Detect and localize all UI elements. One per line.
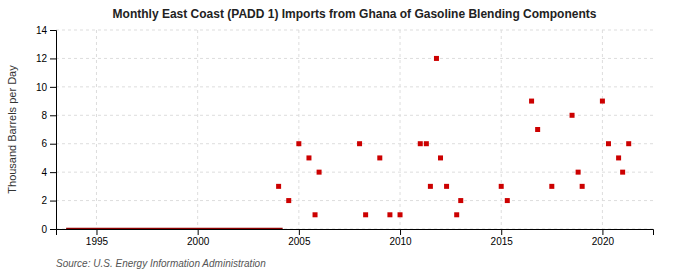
plot-area (66, 56, 631, 229)
y-tick-mark (50, 172, 56, 173)
point (580, 184, 585, 189)
y-tick-label: 0 (41, 224, 47, 235)
y-tick-mark (50, 201, 56, 202)
point (424, 141, 429, 146)
y-tick-label: 4 (41, 167, 47, 178)
y-grid-line (56, 200, 653, 201)
line (66, 228, 283, 229)
x-tick-mark (299, 229, 300, 235)
point (398, 212, 403, 217)
x-tick-mark (602, 229, 603, 235)
y-grid-line (56, 115, 653, 116)
x-tick-label: 2000 (187, 236, 210, 247)
x-grid-line (298, 30, 299, 229)
y-tick: 2 (41, 195, 56, 206)
y-tick: 10 (36, 82, 56, 93)
y-axis-line (50, 31, 57, 230)
y-axis-title: Thousand Barrels per Day (6, 65, 18, 194)
x-grid-line (501, 30, 502, 229)
point (454, 212, 459, 217)
x-grid-line (602, 30, 603, 229)
point (606, 141, 611, 146)
y-tick: 12 (36, 53, 56, 64)
x-tick: 2000 (187, 229, 210, 247)
x-tick-mark (501, 229, 502, 235)
point (418, 141, 423, 146)
point (387, 212, 392, 217)
x-tick-label: 2005 (288, 236, 311, 247)
x-tick-label: 2020 (592, 236, 615, 247)
chart: 1995 2000 2005 2010 2015 2020 0 2 4 6 8 10 12 14 Month… (0, 0, 675, 275)
x-axis: 1995 2000 2005 2010 2015 2020 (57, 229, 654, 247)
point (626, 141, 631, 146)
y-tick: 4 (41, 167, 56, 178)
x-tick: 2015 (491, 229, 514, 247)
x-tick: 2010 (389, 229, 412, 247)
point (458, 198, 463, 203)
x-tick-mark (400, 229, 401, 235)
y-tick-mark (50, 30, 56, 31)
y-grid-line (56, 172, 653, 173)
x-tick-label: 2015 (491, 236, 514, 247)
point (363, 212, 368, 217)
point (317, 170, 322, 175)
point (377, 155, 382, 160)
point (276, 184, 281, 189)
point (505, 198, 510, 203)
point (313, 212, 318, 217)
x-grid-line (96, 30, 97, 229)
y-tick: 14 (36, 25, 56, 36)
y-tick-mark (50, 87, 56, 88)
point (444, 184, 449, 189)
x-tick-label: 2010 (389, 236, 412, 247)
point (576, 170, 581, 175)
point (600, 99, 605, 104)
x-tick: 2020 (592, 229, 615, 247)
x-tick-mark (198, 229, 199, 235)
y-tick: 8 (41, 110, 56, 121)
point (616, 155, 621, 160)
y-tick-label: 12 (36, 53, 48, 64)
y-tick-label: 2 (41, 195, 47, 206)
y-tick-mark (50, 144, 56, 145)
y-tick-label: 8 (41, 110, 47, 121)
point (620, 170, 625, 175)
y-tick-label: 6 (41, 138, 47, 149)
x-tick-label: 1995 (86, 236, 109, 247)
x-grid-line (400, 30, 401, 229)
y-tick-mark (50, 58, 56, 59)
y-tick-label: 14 (36, 25, 48, 36)
point (286, 198, 291, 203)
point (549, 184, 554, 189)
y-tick: 6 (41, 138, 56, 149)
y-grid-line (56, 30, 653, 31)
x-grid-line (197, 30, 198, 229)
point (529, 99, 534, 104)
point (499, 184, 504, 189)
point (357, 141, 362, 146)
y-grid-line (56, 58, 653, 59)
y-tick-label: 10 (36, 82, 48, 93)
y-grid-line (56, 86, 653, 87)
point (535, 127, 540, 132)
grid (56, 30, 653, 229)
y-tick-mark (50, 115, 56, 116)
point (434, 56, 439, 61)
point (428, 184, 433, 189)
point (438, 155, 443, 160)
point (306, 155, 311, 160)
y-tick: 0 (41, 224, 56, 235)
title: Monthly East Coast (PADD 1) Imports from… (113, 7, 597, 21)
x-tick: 1995 (86, 229, 109, 247)
x-axis-line (57, 230, 654, 236)
x-tick: 2005 (288, 229, 311, 247)
y-grid-line (56, 143, 653, 144)
y-tick-mark (50, 229, 56, 230)
source-note: Source: U.S. Energy Information Administ… (56, 258, 266, 269)
point (570, 113, 575, 118)
y-axis: 0 2 4 6 8 10 12 14 (36, 25, 57, 235)
point (296, 141, 301, 146)
x-tick-mark (96, 229, 97, 235)
